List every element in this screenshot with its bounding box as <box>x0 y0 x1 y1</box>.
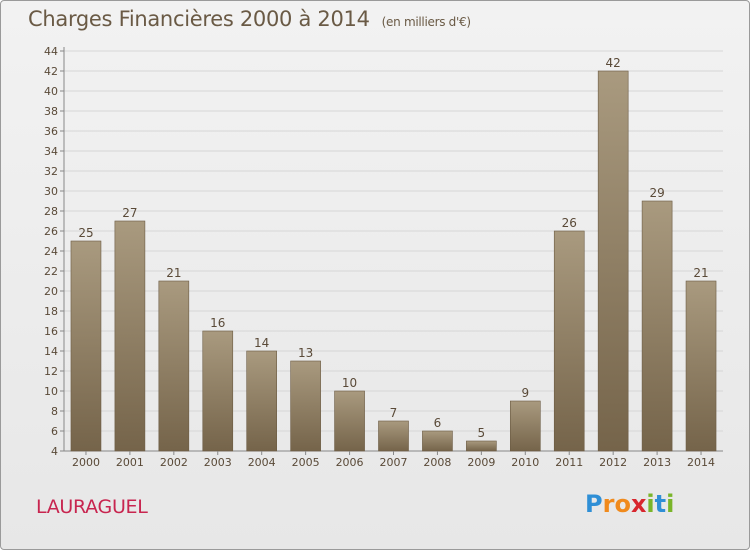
bar-2007 <box>378 420 409 452</box>
y-tick-label: 32 <box>44 165 58 178</box>
bar-2011 <box>553 230 585 452</box>
bar-2006 <box>334 390 365 452</box>
bar-2014 <box>685 280 717 452</box>
x-tick-label-2012: 2012 <box>599 456 627 469</box>
y-tick-label: 36 <box>44 125 58 138</box>
data-label-2014: 21 <box>693 266 708 280</box>
data-label-2005: 13 <box>298 346 313 360</box>
bars <box>70 70 717 452</box>
data-label-2009: 5 <box>478 426 486 440</box>
y-axis-ticks: 4 6 8 10 12 14 16 18 20 22 24 26 28 30 32 34 36 38 40 42 44 <box>44 45 64 458</box>
bar-2004 <box>246 350 277 452</box>
x-tick-label-2014: 2014 <box>687 456 715 469</box>
y-tick-label: 16 <box>44 325 58 338</box>
y-tick-label: 22 <box>44 265 58 278</box>
bar-2009 <box>466 440 497 452</box>
x-tick-label-2007: 2007 <box>380 456 408 469</box>
bar-2008 <box>422 430 453 452</box>
logo-letter: o <box>614 490 631 518</box>
y-tick-label: 24 <box>44 245 58 258</box>
x-axis-ticks: 2000 2001 2002 2003 2004 2005 2006 2007 2008 2009… <box>72 451 715 469</box>
x-tick-label-2004: 2004 <box>248 456 276 469</box>
chart-title: Charges Financières 2000 à 2014 (en milli… <box>28 7 471 31</box>
logo-letter: t <box>654 490 667 518</box>
logo-letter: i <box>646 490 655 518</box>
y-tick-label: 8 <box>51 405 58 418</box>
y-tick-label: 38 <box>44 105 58 118</box>
x-tick-label-2010: 2010 <box>511 456 539 469</box>
data-label-2003: 16 <box>210 316 225 330</box>
bar-2003 <box>202 330 234 452</box>
x-tick-label-2002: 2002 <box>160 456 188 469</box>
bar-2001 <box>114 220 146 452</box>
data-label-2010: 9 <box>521 386 529 400</box>
y-tick-label: 10 <box>44 385 58 398</box>
x-tick-label-2006: 2006 <box>336 456 364 469</box>
chart-title-main: Charges Financières 2000 à 2014 <box>28 7 370 31</box>
commune-name: LAURAGUEL <box>36 496 148 518</box>
bar-2002 <box>158 280 190 452</box>
logo-letter: P <box>585 490 603 518</box>
data-label-2001: 27 <box>122 206 137 220</box>
data-labels: 25 27 21 16 14 13 10 7 6 5 9 26 42 29 21 <box>78 56 708 440</box>
y-tick-label: 34 <box>44 145 58 158</box>
data-label-2007: 7 <box>390 406 398 420</box>
y-tick-label: 4 <box>51 445 58 458</box>
y-tick-label: 28 <box>44 205 58 218</box>
x-tick-label-2009: 2009 <box>467 456 495 469</box>
logo-letter: i <box>666 490 675 518</box>
y-tick-label: 26 <box>44 225 58 238</box>
chart-subtitle: (en milliers d'€) <box>381 15 471 29</box>
data-label-2006: 10 <box>342 376 357 390</box>
y-tick-label: 30 <box>44 185 58 198</box>
x-tick-label-2013: 2013 <box>643 456 671 469</box>
logo-letter: r <box>602 490 615 518</box>
bar-2013 <box>641 200 673 452</box>
x-tick-label-2005: 2005 <box>292 456 320 469</box>
data-label-2008: 6 <box>434 416 442 430</box>
x-tick-label-2003: 2003 <box>204 456 232 469</box>
y-tick-label: 44 <box>44 45 58 58</box>
data-label-2013: 29 <box>649 186 664 200</box>
bar-2000 <box>70 240 102 452</box>
bar-2010 <box>509 400 541 452</box>
x-tick-label-2008: 2008 <box>423 456 451 469</box>
data-label-2004: 14 <box>254 336 269 350</box>
y-tick-label: 14 <box>44 345 58 358</box>
data-label-2012: 42 <box>606 56 621 70</box>
x-tick-label-2011: 2011 <box>555 456 583 469</box>
y-tick-label: 12 <box>44 365 58 378</box>
data-label-2011: 26 <box>562 216 577 230</box>
y-tick-label: 42 <box>44 65 58 78</box>
bar-2005 <box>290 360 321 452</box>
data-label-2002: 21 <box>166 266 181 280</box>
proxiti-logo: Proxiti <box>585 490 674 518</box>
x-tick-label-2001: 2001 <box>116 456 144 469</box>
y-tick-label: 18 <box>44 305 58 318</box>
y-tick-label: 40 <box>44 85 58 98</box>
logo-letter: x <box>630 490 647 518</box>
y-tick-label: 20 <box>44 285 58 298</box>
data-label-2000: 25 <box>78 226 93 240</box>
y-tick-label: 6 <box>51 425 58 438</box>
x-tick-label-2000: 2000 <box>72 456 100 469</box>
bar-2012 <box>597 70 629 452</box>
